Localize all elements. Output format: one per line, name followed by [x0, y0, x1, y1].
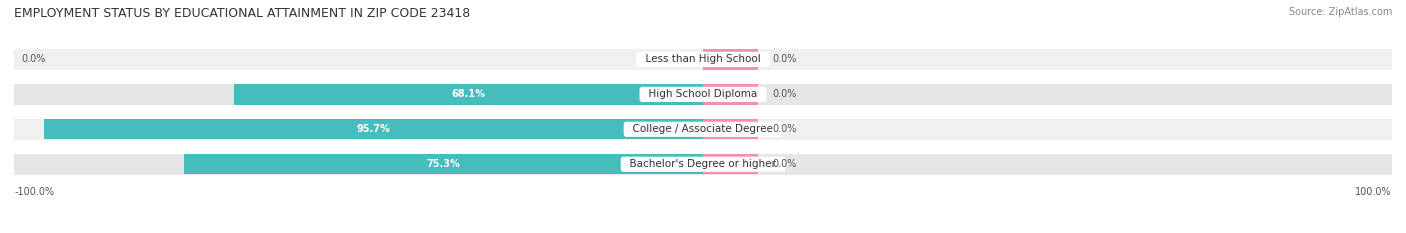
Text: EMPLOYMENT STATUS BY EDUCATIONAL ATTAINMENT IN ZIP CODE 23418: EMPLOYMENT STATUS BY EDUCATIONAL ATTAINM…	[14, 7, 471, 20]
Text: High School Diploma: High School Diploma	[643, 89, 763, 99]
Bar	[184, 154, 703, 174]
Bar	[14, 84, 1392, 105]
Text: College / Associate Degree: College / Associate Degree	[626, 124, 780, 134]
Bar	[14, 154, 1392, 175]
Text: Less than High School: Less than High School	[638, 55, 768, 64]
Text: Source: ZipAtlas.com: Source: ZipAtlas.com	[1288, 7, 1392, 17]
Bar	[14, 119, 1392, 140]
Text: 95.7%: 95.7%	[357, 124, 391, 134]
Text: 0.0%: 0.0%	[772, 124, 796, 134]
Text: 0.0%: 0.0%	[772, 89, 796, 99]
Text: 0.0%: 0.0%	[21, 55, 45, 64]
Text: 75.3%: 75.3%	[427, 159, 461, 169]
Text: 100.0%: 100.0%	[1355, 187, 1392, 197]
Text: 0.0%: 0.0%	[772, 55, 796, 64]
Text: 68.1%: 68.1%	[451, 89, 485, 99]
Bar	[44, 119, 703, 139]
Bar	[14, 49, 1392, 70]
Bar	[703, 154, 758, 174]
Text: 0.0%: 0.0%	[772, 159, 796, 169]
Bar	[233, 84, 703, 105]
Text: -100.0%: -100.0%	[14, 187, 55, 197]
Bar	[703, 119, 758, 139]
Bar	[703, 84, 758, 105]
Bar	[703, 49, 758, 69]
Text: Bachelor's Degree or higher: Bachelor's Degree or higher	[623, 159, 783, 169]
